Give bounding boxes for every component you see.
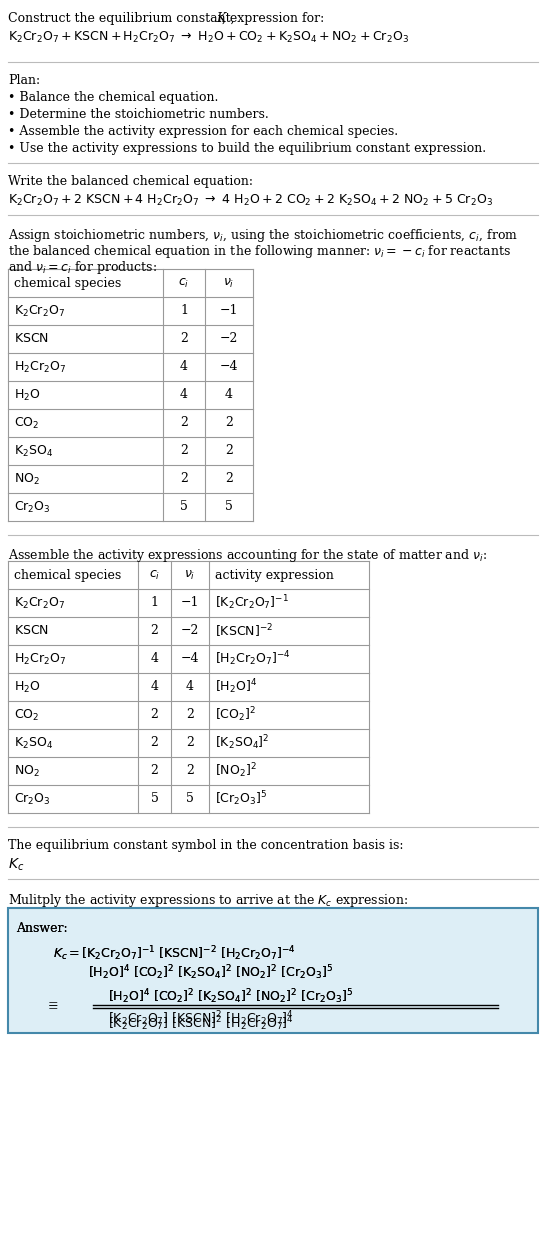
Text: $\mathrm{K_2Cr_2O_7 + 2\ KSCN + 4\ H_2Cr_2O_7 \ \rightarrow \ 4\ H_2O + 2\ CO_2 : $\mathrm{K_2Cr_2O_7 + 2\ KSCN + 4\ H_2Cr… [8,193,493,208]
Text: −4: −4 [181,652,199,666]
Text: −2: −2 [220,332,238,346]
Text: 5: 5 [186,793,194,806]
Text: $\mathrm{CO_2}$: $\mathrm{CO_2}$ [14,416,39,431]
Text: $\nu_i$: $\nu_i$ [223,276,235,290]
Text: Assign stoichiometric numbers, $\nu_i$, using the stoichiometric coefficients, $: Assign stoichiometric numbers, $\nu_i$, … [8,227,518,244]
Text: 4: 4 [151,652,158,666]
Text: 1: 1 [180,305,188,317]
Text: 2: 2 [180,332,188,346]
Text: 2: 2 [151,764,158,777]
Text: Assemble the activity expressions accounting for the state of matter and $\nu_i$: Assemble the activity expressions accoun… [8,547,487,564]
Text: −4: −4 [219,361,238,373]
Text: $K_c = [\mathrm{K_2Cr_2O_7}]^{-1}\ [\mathrm{KSCN}]^{-2}\ [\mathrm{H_2Cr_2O_7}]^{: $K_c = [\mathrm{K_2Cr_2O_7}]^{-1}\ [\mat… [53,944,296,962]
Text: 2: 2 [186,737,194,749]
Text: • Balance the chemical equation.: • Balance the chemical equation. [8,91,218,105]
Text: $\mathrm{K_2SO_4}$: $\mathrm{K_2SO_4}$ [14,443,53,458]
Text: $[\mathrm{K_2SO_4}]^2$: $[\mathrm{K_2SO_4}]^2$ [215,733,270,752]
Text: 2: 2 [151,625,158,637]
Text: $[\mathrm{H_2O}]^4\ [\mathrm{CO_2}]^2\ [\mathrm{K_2SO_4}]^2\ [\mathrm{NO_2}]^2\ : $[\mathrm{H_2O}]^4\ [\mathrm{CO_2}]^2\ [… [108,987,353,1006]
Text: $[\mathrm{CO_2}]^2$: $[\mathrm{CO_2}]^2$ [215,706,256,725]
Text: 2: 2 [186,764,194,777]
Text: 5: 5 [151,793,158,806]
Text: $[\mathrm{Cr_2O_3}]^5$: $[\mathrm{Cr_2O_3}]^5$ [215,789,268,808]
Text: Answer:: Answer: [16,923,68,935]
Text: −1: −1 [219,305,238,317]
Text: 4: 4 [225,388,233,401]
Text: $\mathrm{H_2Cr_2O_7}$: $\mathrm{H_2Cr_2O_7}$ [14,360,66,375]
Text: Answer:: Answer: [16,923,68,935]
Text: $[\mathrm{H_2O}]^4\ [\mathrm{CO_2}]^2\ [\mathrm{K_2SO_4}]^2\ [\mathrm{NO_2}]^2\ : $[\mathrm{H_2O}]^4\ [\mathrm{CO_2}]^2\ [… [88,962,333,982]
Text: $\mathrm{KSCN}$: $\mathrm{KSCN}$ [14,625,49,637]
Text: $\mathrm{Cr_2O_3}$: $\mathrm{Cr_2O_3}$ [14,792,51,807]
Text: $[\mathrm{K_2Cr_2O_7}]\ [\mathrm{KSCN}]^2\ [\mathrm{H_2Cr_2O_7}]^4$: $[\mathrm{K_2Cr_2O_7}]\ [\mathrm{KSCN}]^… [108,1013,294,1032]
Text: 2: 2 [180,473,188,486]
Text: 2: 2 [225,444,233,457]
Text: 2: 2 [225,417,233,430]
Text: 2: 2 [225,473,233,486]
Text: $\mathrm{KSCN}$: $\mathrm{KSCN}$ [14,332,49,346]
Text: K: K [216,12,225,25]
Text: $c_i$: $c_i$ [149,569,160,581]
Text: $\mathrm{Cr_2O_3}$: $\mathrm{Cr_2O_3}$ [14,499,51,514]
Text: $\mathrm{K_2Cr_2O_7}$: $\mathrm{K_2Cr_2O_7}$ [14,304,65,319]
Text: $K_c = [\mathrm{K_2Cr_2O_7}]^{-1}\ [\mathrm{KSCN}]^{-2}\ [\mathrm{H_2Cr_2O_7}]^{: $K_c = [\mathrm{K_2Cr_2O_7}]^{-1}\ [\mat… [53,944,296,962]
Text: $\mathrm{H_2Cr_2O_7}$: $\mathrm{H_2Cr_2O_7}$ [14,651,66,666]
Text: $[\mathrm{H_2Cr_2O_7}]^{-4}$: $[\mathrm{H_2Cr_2O_7}]^{-4}$ [215,650,290,669]
Text: the balanced chemical equation in the following manner: $\nu_i = -c_i$ for react: the balanced chemical equation in the fo… [8,243,511,260]
Text: 2: 2 [151,708,158,722]
Text: • Assemble the activity expression for each chemical species.: • Assemble the activity expression for e… [8,124,398,138]
Text: $[\mathrm{H_2O}]^4\ [\mathrm{CO_2}]^2\ [\mathrm{K_2SO_4}]^2\ [\mathrm{NO_2}]^2\ : $[\mathrm{H_2O}]^4\ [\mathrm{CO_2}]^2\ [… [108,987,353,1006]
Text: Write the balanced chemical equation:: Write the balanced chemical equation: [8,176,253,188]
Text: =: = [48,1001,58,1015]
Text: chemical species: chemical species [14,276,121,290]
Text: $\mathrm{H_2O}$: $\mathrm{H_2O}$ [14,387,40,402]
Text: −1: −1 [181,596,199,610]
Text: $[\mathrm{K_2Cr_2O_7}]\ [\mathrm{KSCN}]^2\ [\mathrm{H_2Cr_2O_7}]^4$: $[\mathrm{K_2Cr_2O_7}]\ [\mathrm{KSCN}]^… [108,1008,294,1027]
Text: 4: 4 [180,388,188,401]
Text: $\mathrm{K_2Cr_2O_7}$: $\mathrm{K_2Cr_2O_7}$ [14,595,65,610]
Text: $[\mathrm{NO_2}]^2$: $[\mathrm{NO_2}]^2$ [215,762,257,781]
Text: $\mathrm{NO_2}$: $\mathrm{NO_2}$ [14,763,40,778]
Text: $\mathrm{K_2Cr_2O_7 + KSCN + H_2Cr_2O_7 \ \rightarrow \ H_2O + CO_2 + K_2SO_4 + : $\mathrm{K_2Cr_2O_7 + KSCN + H_2Cr_2O_7 … [8,30,409,45]
Text: $\mathrm{K_2SO_4}$: $\mathrm{K_2SO_4}$ [14,736,53,751]
Text: 4: 4 [151,681,158,693]
Text: 2: 2 [186,708,194,722]
Text: 2: 2 [180,417,188,430]
Text: Mulitply the activity expressions to arrive at the $K_c$ expression:: Mulitply the activity expressions to arr… [8,891,408,909]
Text: 5: 5 [225,500,233,513]
Text: 4: 4 [186,681,194,693]
Text: 2: 2 [180,444,188,457]
FancyBboxPatch shape [8,908,538,1033]
Text: The equilibrium constant symbol in the concentration basis is:: The equilibrium constant symbol in the c… [8,839,403,852]
Text: Plan:: Plan: [8,73,40,87]
Text: −2: −2 [181,625,199,637]
Text: chemical species: chemical species [14,569,121,581]
Text: =: = [48,998,58,1011]
Text: , expression for:: , expression for: [222,12,324,25]
Text: $[\mathrm{H_2O}]^4$: $[\mathrm{H_2O}]^4$ [215,677,257,696]
Text: $K_c$: $K_c$ [8,857,25,874]
Text: $\mathrm{NO_2}$: $\mathrm{NO_2}$ [14,472,40,487]
Text: $\nu_i$: $\nu_i$ [185,569,195,581]
Text: Construct the equilibrium constant,: Construct the equilibrium constant, [8,12,239,25]
Text: $\mathrm{CO_2}$: $\mathrm{CO_2}$ [14,707,39,722]
Text: and $\nu_i = c_i$ for products:: and $\nu_i = c_i$ for products: [8,259,157,276]
Text: 4: 4 [180,361,188,373]
Text: 2: 2 [151,737,158,749]
Text: $\mathrm{H_2O}$: $\mathrm{H_2O}$ [14,680,40,695]
Text: • Use the activity expressions to build the equilibrium constant expression.: • Use the activity expressions to build … [8,142,486,154]
Text: $c_i$: $c_i$ [179,276,189,290]
Text: 1: 1 [151,596,158,610]
Text: $[\mathrm{KSCN}]^{-2}$: $[\mathrm{KSCN}]^{-2}$ [215,622,273,640]
Text: • Determine the stoichiometric numbers.: • Determine the stoichiometric numbers. [8,108,269,121]
Text: $[\mathrm{K_2Cr_2O_7}]^{-1}$: $[\mathrm{K_2Cr_2O_7}]^{-1}$ [215,594,289,613]
Text: 5: 5 [180,500,188,513]
Text: activity expression: activity expression [215,569,334,581]
Text: $[\mathrm{H_2O}]^4\ [\mathrm{CO_2}]^2\ [\mathrm{K_2SO_4}]^2\ [\mathrm{NO_2}]^2\ : $[\mathrm{H_2O}]^4\ [\mathrm{CO_2}]^2\ [… [88,962,333,982]
